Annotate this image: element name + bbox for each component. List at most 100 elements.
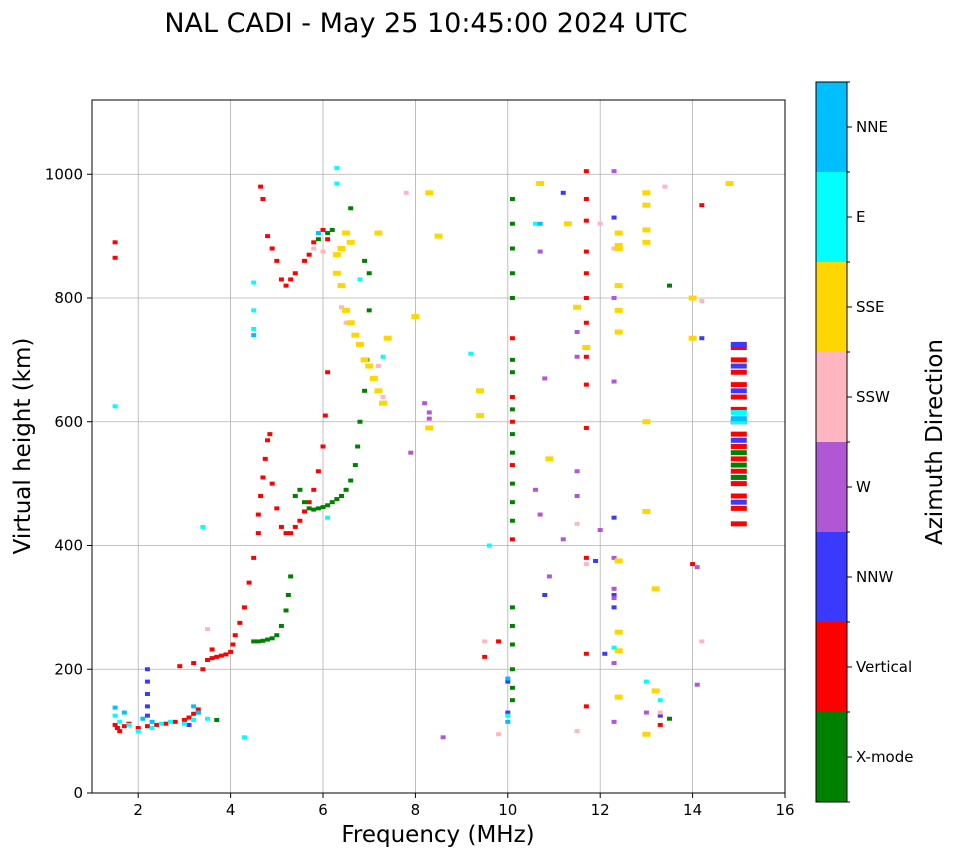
data-point-e [533, 221, 539, 226]
data-point-sse [725, 181, 734, 187]
data-point-nnw [657, 713, 663, 718]
data-point-vertical [177, 664, 183, 669]
data-point-sse [614, 242, 623, 248]
data-point-x-mode [260, 638, 266, 643]
data-point-sse [614, 329, 623, 335]
data-point-vertical [583, 704, 589, 709]
data-point-e [357, 277, 363, 282]
data-point-vertical [306, 500, 312, 505]
data-point-vertical [255, 531, 261, 536]
data-point-vertical [583, 169, 589, 174]
colorbar-segment [816, 352, 847, 442]
data-point-x-mode [285, 593, 291, 597]
data-point-w [440, 735, 446, 740]
data-point-vertical [730, 431, 747, 437]
data-point-nnw [730, 499, 747, 505]
data-point-sse [374, 388, 383, 394]
x-tick-label: 16 [775, 801, 794, 819]
data-point-w [574, 330, 580, 335]
data-point-x-mode [509, 481, 515, 486]
data-point-vertical [690, 562, 696, 567]
data-point-sse [614, 230, 623, 236]
data-point-ssw [320, 249, 326, 254]
data-point-ssw [375, 364, 381, 369]
data-point-sse [425, 190, 434, 196]
data-point-vertical [730, 382, 747, 388]
data-point-x-mode [251, 639, 257, 644]
data-point-x-mode [329, 500, 335, 505]
data-point-vertical [191, 711, 197, 716]
data-point-sse [614, 307, 623, 313]
data-point-nne [505, 676, 511, 681]
data-point-x-mode [355, 444, 361, 449]
data-point-nne [195, 710, 201, 715]
colorbar [815, 81, 848, 803]
data-points [112, 166, 747, 740]
data-point-vertical [154, 722, 160, 727]
data-point-x-mode [315, 237, 321, 242]
data-point-sse [642, 419, 651, 425]
data-point-nnw [505, 710, 511, 715]
data-point-vertical [278, 524, 284, 529]
data-point-sse [379, 400, 388, 406]
data-point-nnw [560, 190, 566, 195]
data-point-x-mode [352, 463, 358, 468]
data-point-sse [614, 629, 623, 635]
data-point-vertical [325, 237, 331, 242]
data-point-x-mode [509, 197, 515, 201]
colorbar-segment [816, 622, 847, 712]
data-point-nnw [602, 651, 608, 656]
data-point-vertical [260, 475, 266, 480]
data-point-e [191, 717, 197, 722]
data-point-sse [369, 375, 378, 381]
data-point-nnw [611, 605, 617, 610]
data-point-w [560, 537, 566, 542]
data-point-w [574, 469, 580, 474]
x-tick-label: 14 [683, 801, 702, 819]
data-point-nnw [505, 679, 511, 684]
data-point-vertical [232, 633, 238, 638]
data-point-ssw [574, 521, 580, 526]
data-point-x-mode [509, 605, 515, 610]
data-point-vertical [237, 620, 243, 625]
data-point-x-mode [320, 505, 326, 510]
data-point-vertical [730, 493, 747, 499]
data-point-nne [251, 333, 257, 338]
data-point-e [657, 698, 663, 703]
data-point-vertical [730, 345, 747, 350]
x-tick-label: 4 [226, 801, 236, 819]
data-point-nnw [611, 215, 617, 220]
data-point-vertical [509, 395, 515, 399]
data-point-vertical [241, 605, 247, 610]
data-point-sse [688, 335, 697, 341]
colorbar-segment [816, 262, 847, 352]
data-point-w [643, 710, 649, 715]
colorbar-tick-label: Vertical [856, 658, 912, 676]
data-point-x-mode [269, 636, 275, 641]
data-point-sse [642, 731, 651, 737]
data-point-x-mode [348, 206, 354, 211]
data-point-vertical [311, 487, 317, 492]
data-point-vertical [311, 240, 317, 245]
data-point-x-mode [338, 494, 344, 498]
data-point-vertical [209, 656, 215, 661]
data-point-sse [411, 314, 420, 320]
data-point-x-mode [274, 633, 280, 638]
data-point-ssw [657, 710, 663, 715]
data-point-ssw [574, 729, 580, 734]
data-point-x-mode [297, 487, 303, 492]
data-point-vertical [274, 506, 280, 511]
data-point-sse [425, 425, 434, 431]
data-point-x-mode [329, 227, 335, 232]
data-point-sse [614, 694, 623, 700]
data-point-x-mode [278, 623, 284, 628]
data-point-nne [730, 416, 747, 422]
data-point-sse [614, 246, 623, 251]
data-point-e [181, 721, 187, 726]
data-point-nne [121, 710, 127, 715]
data-point-ssw [583, 562, 589, 567]
y-tick-label: 0 [73, 784, 83, 802]
data-point-x-mode [315, 506, 321, 511]
data-point-w [611, 661, 617, 666]
colorbar-segment [816, 532, 847, 622]
